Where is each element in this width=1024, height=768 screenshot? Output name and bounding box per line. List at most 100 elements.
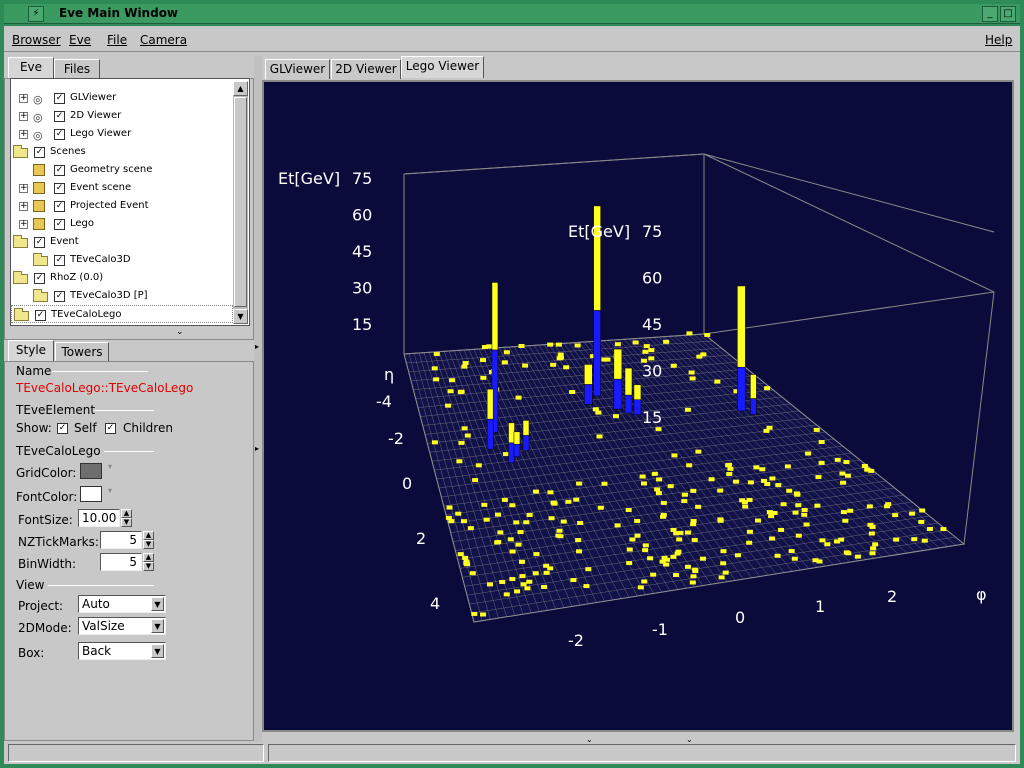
tab-files[interactable]: Files (54, 59, 100, 79)
children-checkbox[interactable]: ✓ (105, 423, 116, 434)
tower (524, 586, 531, 591)
menu-camera[interactable]: Camera (140, 33, 188, 47)
tower (547, 342, 554, 347)
self-checkbox[interactable]: ✓ (57, 423, 68, 434)
visibility-checkbox[interactable]: ✓ (34, 237, 45, 248)
tab-towers[interactable]: Towers (55, 342, 109, 362)
tower (844, 473, 851, 478)
tree-scrollbar[interactable]: ▲ ▼ (233, 81, 248, 324)
visibility-checkbox[interactable]: ✓ (34, 147, 45, 158)
font-size-input[interactable]: 10.00 (78, 509, 120, 527)
grid-color-arrow-icon[interactable]: ▾ (108, 462, 113, 471)
tree-item[interactable]: ✓ TEveCaloLego (11, 305, 233, 323)
tower (769, 476, 776, 481)
visibility-checkbox[interactable]: ✓ (54, 219, 65, 230)
expand-icon[interactable]: + (19, 111, 28, 121)
tree-item[interactable]: + ✓ Event scene (11, 179, 233, 197)
visibility-checkbox[interactable]: ✓ (54, 183, 65, 194)
tree-item[interactable]: ✓ RhoZ (0.0) (11, 269, 233, 287)
font-color-swatch[interactable] (80, 486, 102, 502)
tab-eve[interactable]: Eve (8, 57, 54, 79)
grid-line (455, 487, 895, 551)
z-tick-back: 15 (352, 315, 372, 334)
nz-up-button[interactable]: ▲ (143, 531, 154, 540)
visibility-checkbox[interactable]: ✓ (54, 201, 65, 212)
splitter-grip-icon[interactable]: ⌄ (176, 327, 184, 337)
scroll-up-button[interactable]: ▲ (233, 81, 248, 96)
nz-tickmarks-input[interactable]: 5 (100, 531, 142, 549)
window-menu-icon[interactable]: ⚡ (28, 6, 44, 22)
tower-blue (584, 384, 593, 405)
visibility-checkbox[interactable]: ✓ (54, 129, 65, 140)
tower (675, 549, 682, 554)
z-axis-label-back: Et[GeV] (278, 169, 340, 188)
binwidth-down-button[interactable]: ▼ (143, 562, 154, 571)
lego-viewer[interactable]: Et[GeV] 75 60 45 30 15 Et[GeV] 75 60 45 30 15 η -4 -2 0… (262, 80, 1014, 732)
minimize-button[interactable]: _ (982, 6, 998, 22)
tree-item[interactable]: + ✓ Lego (11, 215, 233, 233)
tree-item[interactable]: + ◎ ✓ 2D Viewer (11, 107, 233, 125)
tree-item[interactable]: ✓ Event (11, 233, 233, 251)
project-select[interactable]: Auto ▼ (78, 595, 166, 613)
expand-icon[interactable]: + (19, 219, 28, 229)
grid-color-swatch[interactable] (80, 463, 102, 479)
splitter-grip-icon[interactable]: ⌄ (686, 735, 693, 744)
tower (543, 570, 550, 575)
binwidth-up-button[interactable]: ▲ (143, 553, 154, 562)
menu-browser[interactable]: Browser (12, 33, 61, 47)
tab-2d-viewer[interactable]: 2D Viewer (331, 59, 401, 79)
menu-eve[interactable]: Eve (69, 33, 92, 47)
splitter-arrow-icon[interactable]: ▸ (255, 444, 260, 453)
grid-line (408, 347, 722, 373)
scroll-down-button[interactable]: ▼ (233, 309, 248, 324)
separator (104, 451, 154, 452)
title-bar[interactable]: ⚡ Eve Main Window _ □ (4, 4, 1020, 24)
splitter-arrow-icon[interactable]: ▸ (255, 342, 260, 351)
visibility-checkbox[interactable]: ✓ (54, 255, 65, 266)
lego-plot[interactable]: Et[GeV] 75 60 45 30 15 Et[GeV] 75 60 45 30 15 η -4 -2 0… (264, 82, 1012, 730)
visibility-checkbox[interactable]: ✓ (54, 165, 65, 176)
tower (717, 518, 724, 523)
tower (755, 518, 762, 523)
expand-icon[interactable]: + (19, 183, 28, 193)
tree-item[interactable]: ✓ Scenes (11, 143, 233, 161)
vertical-splitter[interactable] (254, 56, 262, 742)
visibility-checkbox[interactable]: ✓ (54, 291, 65, 302)
menu-help[interactable]: Help (985, 33, 1013, 47)
tower (803, 522, 810, 527)
chevron-down-icon[interactable]: ▼ (151, 619, 164, 633)
font-size-up-button[interactable]: ▲ (121, 509, 132, 518)
mode2d-select[interactable]: ValSize ▼ (78, 617, 166, 635)
tower (868, 531, 875, 536)
scroll-thumb[interactable] (234, 97, 247, 307)
visibility-checkbox[interactable]: ✓ (54, 111, 65, 122)
tree-item[interactable]: ✓ Geometry scene (11, 161, 233, 179)
tree-view[interactable]: + ◎ ✓ GLViewer + ◎ ✓ 2D Viewer + ◎ ✓ Lego Viewer ✓ Sc… (10, 78, 250, 326)
tower (696, 354, 703, 359)
tree-item[interactable]: ✓ TEveCalo3D (11, 251, 233, 269)
tree-item[interactable]: + ✓ Projected Event (11, 197, 233, 215)
tab-lego-viewer[interactable]: Lego Viewer (401, 56, 484, 78)
tree-item[interactable]: + ◎ ✓ Lego Viewer (11, 125, 233, 143)
folder-icon (13, 235, 28, 248)
visibility-checkbox[interactable]: ✓ (34, 273, 45, 284)
tab-style[interactable]: Style (8, 340, 54, 362)
chevron-down-icon[interactable]: ▼ (151, 644, 164, 658)
font-color-arrow-icon[interactable]: ▾ (108, 486, 113, 495)
box-select[interactable]: Back ▼ (78, 642, 166, 660)
visibility-checkbox[interactable]: ✓ (54, 93, 65, 104)
expand-icon[interactable]: + (19, 201, 28, 211)
nz-down-button[interactable]: ▼ (143, 540, 154, 549)
chevron-down-icon[interactable]: ▼ (151, 597, 164, 611)
maximize-button[interactable]: □ (1000, 6, 1016, 22)
expand-icon[interactable]: + (19, 129, 28, 139)
visibility-checkbox[interactable]: ✓ (35, 310, 46, 321)
menu-file[interactable]: File (107, 33, 128, 47)
tab-glviewer[interactable]: GLViewer (265, 59, 330, 79)
binwidth-input[interactable]: 5 (100, 553, 142, 571)
splitter-grip-icon[interactable]: ⌄ (586, 735, 593, 744)
font-size-down-button[interactable]: ▼ (121, 518, 132, 527)
tree-item[interactable]: ✓ TEveCalo3D [P] (11, 287, 233, 305)
tree-item[interactable]: + ◎ ✓ GLViewer (11, 89, 233, 107)
expand-icon[interactable]: + (19, 93, 28, 103)
